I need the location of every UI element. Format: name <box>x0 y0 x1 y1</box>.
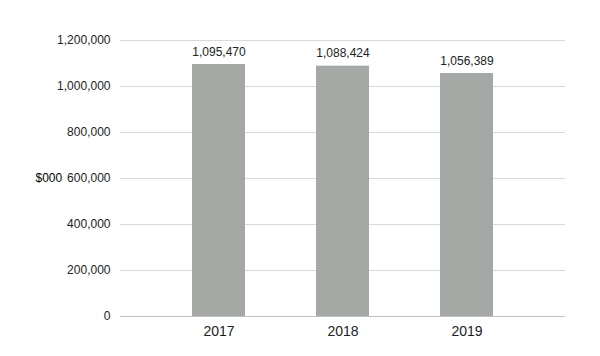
svg-text:200,000: 200,000 <box>67 263 111 277</box>
svg-text:600,000: 600,000 <box>67 171 111 185</box>
svg-text:1,088,424: 1,088,424 <box>316 46 370 60</box>
svg-text:1,056,389: 1,056,389 <box>440 54 494 68</box>
svg-text:1,095,470: 1,095,470 <box>192 45 246 59</box>
svg-text:400,000: 400,000 <box>67 217 111 231</box>
svg-text:800,000: 800,000 <box>67 125 111 139</box>
svg-text:2019: 2019 <box>451 323 482 339</box>
svg-text:2018: 2018 <box>327 323 358 339</box>
svg-text:2017: 2017 <box>203 323 234 339</box>
svg-text:$000: $000 <box>36 171 63 185</box>
svg-text:0: 0 <box>104 309 111 323</box>
svg-text:1,000,000: 1,000,000 <box>57 79 111 93</box>
svg-text:1,200,000: 1,200,000 <box>57 33 111 47</box>
